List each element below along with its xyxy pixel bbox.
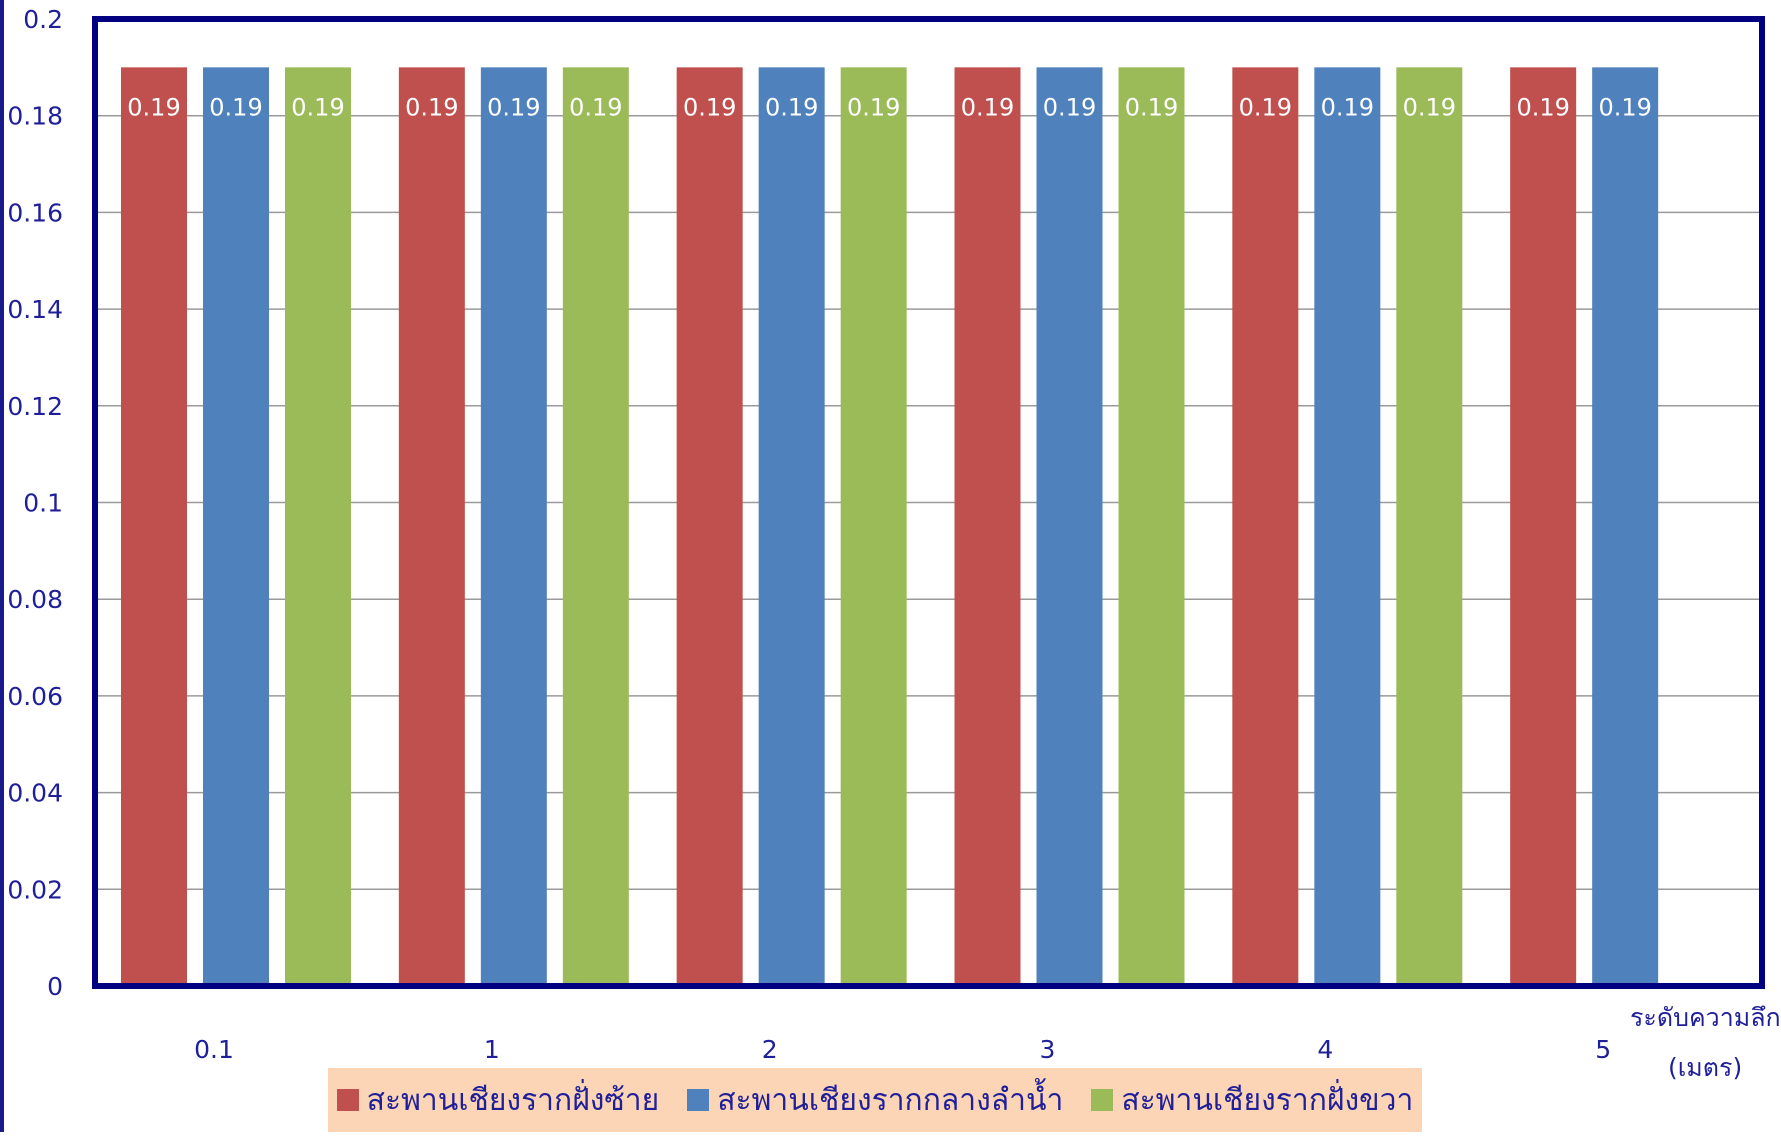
- legend-label-left-bank: สะพานเชียงรากฝั่งซ้าย: [366, 1082, 660, 1118]
- bar: [1592, 67, 1659, 987]
- bar: [1396, 67, 1463, 987]
- legend-swatch-right-bank: [1091, 1089, 1114, 1111]
- bar: [840, 67, 907, 987]
- y-tick-label: 0.08: [7, 585, 63, 614]
- legend-item-left-bank: สะพานเชียงรากฝั่งซ้าย: [336, 1077, 660, 1124]
- bar-data-label: 0.19: [569, 93, 622, 121]
- y-tick-label: 0: [47, 972, 63, 1001]
- bar-data-label: 0.19: [1125, 93, 1178, 121]
- x-tick-label: 0.1: [194, 1035, 234, 1064]
- bar: [285, 67, 351, 987]
- bar-data-label: 0.19: [1403, 93, 1456, 121]
- legend-item-mid-stream: สะพานเชียงรากกลางลำน้ำ: [687, 1077, 1063, 1124]
- x-tick-label: 3: [1040, 1035, 1056, 1064]
- bar-data-label: 0.19: [291, 93, 344, 121]
- legend-swatch-left-bank: [336, 1089, 359, 1111]
- x-tick-label: 2: [762, 1035, 778, 1064]
- bar-data-label: 0.19: [1321, 93, 1374, 121]
- bar-data-label: 0.19: [1043, 93, 1096, 121]
- x-tick-label: 5: [1595, 1035, 1611, 1064]
- y-tick-label: 0.06: [7, 682, 63, 711]
- bar: [398, 67, 465, 987]
- legend-swatch-mid-stream: [687, 1089, 710, 1111]
- x-axis-unit: (เมตร): [1668, 1053, 1743, 1082]
- bar: [1232, 67, 1299, 987]
- legend-item-right-bank: สะพานเชียงรากฝั่งขวา: [1091, 1077, 1413, 1124]
- bar: [1510, 67, 1577, 987]
- bar-data-label: 0.19: [683, 93, 736, 121]
- bar: [480, 67, 547, 987]
- bar-data-label: 0.19: [1598, 93, 1651, 121]
- bar-data-label: 0.19: [961, 93, 1014, 121]
- bar-data-label: 0.19: [1239, 93, 1292, 121]
- y-tick-label: 0.04: [7, 779, 63, 808]
- y-tick-label: 0.1: [23, 489, 63, 518]
- bar-data-label: 0.19: [209, 93, 262, 121]
- y-tick-label: 0.14: [7, 295, 63, 324]
- left-edge-border: [0, 0, 4, 1132]
- bar: [676, 67, 743, 987]
- bar-data-label: 0.19: [405, 93, 458, 121]
- y-tick-label: 0.16: [7, 198, 63, 227]
- x-axis-title: ระดับความลึก: [1630, 1003, 1781, 1032]
- bar-data-label: 0.19: [847, 93, 900, 121]
- y-tick-label: 0.12: [7, 392, 63, 421]
- bar: [1314, 67, 1381, 987]
- bar: [203, 67, 269, 987]
- legend-label-right-bank: สะพานเชียงรากฝั่งขวา: [1121, 1082, 1414, 1118]
- bar: [562, 67, 629, 987]
- plot-frame: [92, 16, 1765, 989]
- bar: [1118, 67, 1185, 987]
- x-tick-label: 1: [484, 1035, 500, 1064]
- bar: [758, 67, 825, 987]
- bar-data-label: 0.19: [765, 93, 818, 121]
- bar-data-label: 0.19: [487, 93, 540, 121]
- legend: สะพานเชียงรากฝั่งซ้าย สะพานเชียงรากกลางล…: [328, 1068, 1422, 1132]
- y-tick-label: 0.2: [23, 5, 63, 34]
- legend-label-mid-stream: สะพานเชียงรากกลางลำน้ำ: [717, 1082, 1064, 1118]
- y-tick-label: 0.02: [7, 875, 63, 904]
- bar: [121, 67, 187, 987]
- bar-data-label: 0.19: [1516, 93, 1569, 121]
- bar: [1036, 67, 1103, 987]
- bar-data-label: 0.19: [127, 93, 180, 121]
- y-tick-label: 0.18: [7, 102, 63, 131]
- x-tick-label: 4: [1317, 1035, 1333, 1064]
- bar: [954, 67, 1021, 987]
